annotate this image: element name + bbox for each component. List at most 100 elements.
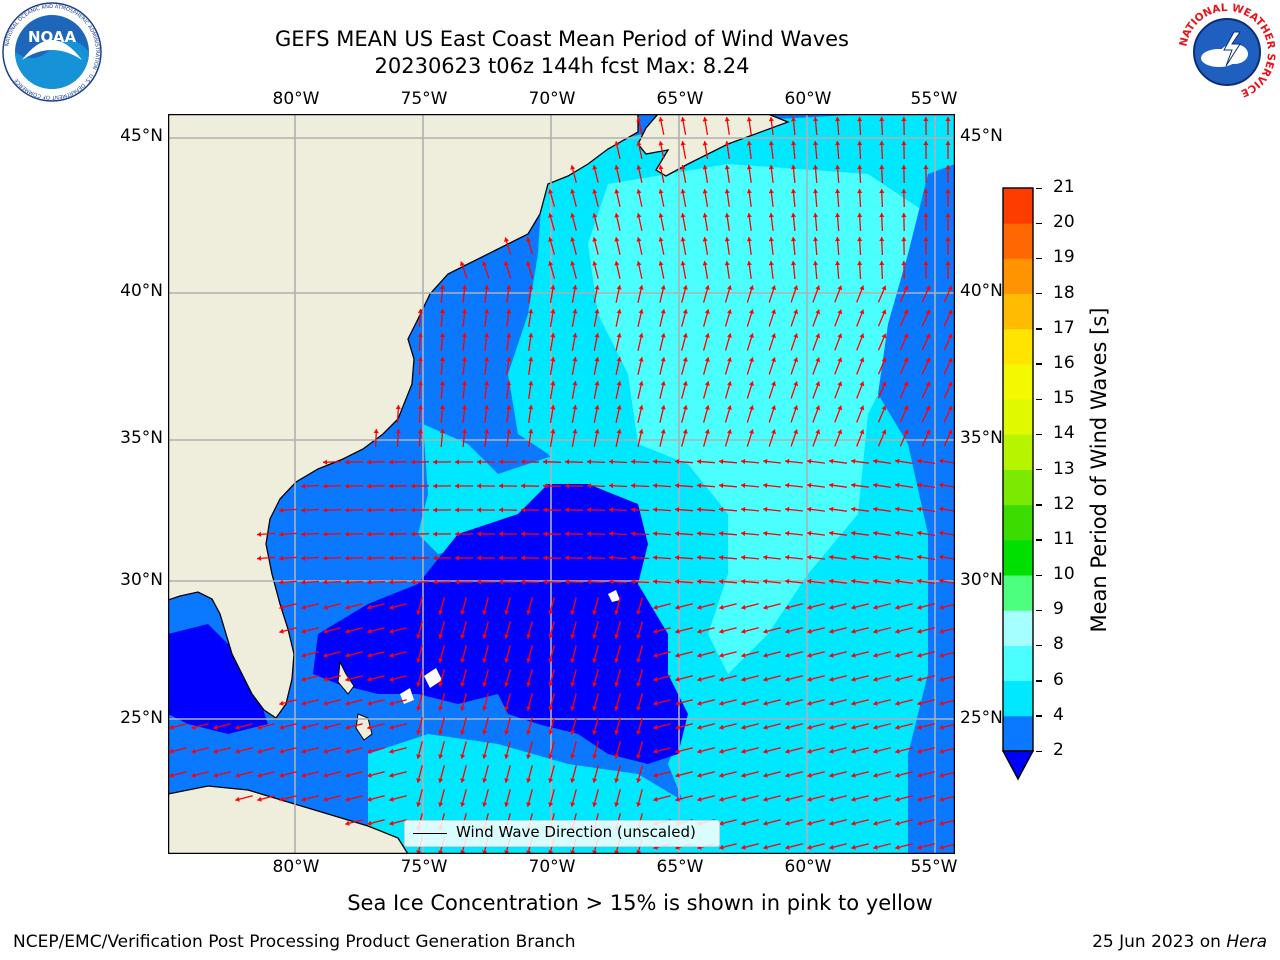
wave-direction-arrowhead	[658, 213, 664, 218]
wave-direction-arrowhead	[345, 772, 350, 778]
wave-direction-arrowhead	[477, 531, 481, 537]
wave-direction-arrowhead	[771, 381, 776, 387]
wave-direction-arrowhead	[763, 796, 768, 802]
wave-direction-arrowhead	[609, 483, 614, 489]
wave-direction-arrowhead	[499, 531, 503, 537]
wave-direction-arrowhead	[389, 483, 394, 489]
wave-direction-arrowhead	[389, 724, 394, 730]
wave-direction-arrowhead	[417, 357, 423, 362]
wave-direction-arrowhead	[417, 333, 423, 338]
wave-direction-arrowhead	[570, 634, 576, 639]
wave-direction-arrowhead	[829, 676, 834, 682]
wave-direction-arrowhead	[719, 652, 724, 658]
colorbar-segment	[1003, 223, 1033, 259]
wave-direction-arrowhead	[653, 507, 658, 513]
colorbar	[1001, 187, 1035, 781]
wave-direction-arrowhead	[785, 628, 790, 634]
wave-direction-arrowhead	[746, 213, 752, 218]
wave-direction-arrowhead	[484, 381, 490, 386]
wave-direction-arrowhead	[565, 507, 570, 513]
wave-direction-arrowhead	[925, 405, 931, 411]
wave-direction-arrowhead	[658, 237, 664, 242]
wave-direction-arrowhead	[416, 778, 422, 783]
wave-direction-arrowhead	[345, 628, 350, 634]
wave-direction-arrowhead	[191, 724, 196, 730]
wave-direction-arrowhead	[565, 555, 570, 561]
colorbar-tick-label: 10	[1053, 564, 1075, 585]
wave-direction-arrowhead	[724, 117, 730, 122]
wave-direction-arrowhead	[638, 381, 644, 386]
legend-line-symbol	[413, 833, 447, 834]
wave-direction-arrowhead	[636, 141, 642, 146]
wave-direction-arrowhead	[763, 772, 768, 778]
nodata-patch-3	[608, 590, 620, 602]
wave-direction-arrowhead	[726, 405, 732, 410]
wave-direction-arrowhead	[614, 610, 620, 615]
wave-direction-arrowhead	[526, 634, 532, 639]
wave-direction-arrowhead	[658, 189, 664, 194]
wave-direction-arrowhead	[614, 634, 620, 639]
wave-direction-arrowhead	[548, 658, 554, 663]
wave-direction-arrowhead	[851, 796, 856, 802]
wave-direction-arrowhead	[726, 357, 732, 362]
wave-direction-arrowhead	[636, 213, 642, 218]
wave-direction-arrowhead	[499, 555, 503, 561]
wave-direction-arrowhead	[763, 676, 768, 682]
wave-direction-arrowhead	[785, 796, 790, 802]
wave-direction-arrowhead	[506, 381, 512, 386]
wave-direction-arrowhead	[257, 555, 262, 561]
lon-label-bottom-75w: 75°W	[400, 857, 448, 877]
wave-direction-arrowhead	[636, 634, 642, 639]
wave-direction-arrowhead	[859, 405, 865, 411]
wave-direction-arrowhead	[570, 189, 576, 194]
wave-direction-arrowhead	[345, 700, 350, 706]
wave-direction-arrowhead	[719, 555, 724, 561]
wave-direction-arrowhead	[771, 309, 776, 315]
wave-direction-arrowhead	[771, 333, 776, 339]
lon-label-top-65w: 65°W	[656, 89, 704, 109]
colorbar-segment	[1003, 680, 1033, 717]
wave-direction-arrowhead	[768, 189, 774, 194]
wave-direction-arrowhead	[785, 676, 790, 682]
colorbar-segment	[1003, 539, 1033, 576]
map-legend: Wind Wave Direction (unscaled)	[404, 820, 720, 847]
wave-direction-arrowhead	[389, 604, 394, 610]
wave-direction-arrowhead	[771, 285, 776, 291]
wave-direction-arrowhead	[697, 796, 702, 802]
wave-direction-arrowhead	[438, 802, 444, 807]
wave-direction-arrowhead	[389, 820, 394, 826]
wave-direction-arrowhead	[903, 405, 909, 411]
wave-direction-arrowhead	[939, 530, 944, 536]
wave-direction-arrowhead	[614, 237, 620, 242]
wave-direction-arrowhead	[570, 658, 576, 663]
colorbar-segment	[1003, 469, 1033, 506]
wave-direction-arrowhead	[279, 604, 284, 610]
wave-direction-arrowhead	[726, 429, 732, 434]
wave-direction-arrowhead	[660, 357, 666, 362]
wave-direction-arrowhead	[438, 730, 444, 735]
map-title: GEFS MEAN US East Coast Mean Period of W…	[275, 27, 849, 51]
wave-direction-arrowhead	[697, 700, 702, 706]
wave-direction-arrowhead	[660, 309, 666, 314]
wave-direction-arrowhead	[917, 530, 922, 536]
wave-direction-arrowhead	[594, 381, 600, 386]
wave-direction-arrowhead	[570, 165, 576, 170]
wave-direction-arrowhead	[768, 237, 774, 242]
wave-direction-arrowhead	[565, 531, 570, 537]
wave-direction-arrowhead	[482, 730, 488, 735]
wave-direction-arrowhead	[771, 405, 776, 411]
wave-direction-arrowhead	[719, 700, 724, 706]
wave-direction-arrowhead	[807, 724, 812, 730]
wave-direction-arrowhead	[741, 458, 746, 465]
wave-direction-arrowhead	[741, 844, 746, 850]
wave-direction-arrowhead	[785, 482, 790, 488]
wave-direction-arrowhead	[279, 700, 284, 706]
wave-direction-arrowhead	[636, 189, 642, 194]
wave-direction-arrowhead	[550, 285, 556, 290]
wave-direction-arrowhead	[873, 676, 878, 682]
land-north-america	[168, 114, 639, 719]
wave-direction-arrowhead	[917, 628, 922, 634]
wave-direction-arrowhead	[499, 483, 503, 489]
wave-direction-arrowhead	[829, 482, 834, 488]
wave-direction-arrowhead	[771, 357, 776, 363]
